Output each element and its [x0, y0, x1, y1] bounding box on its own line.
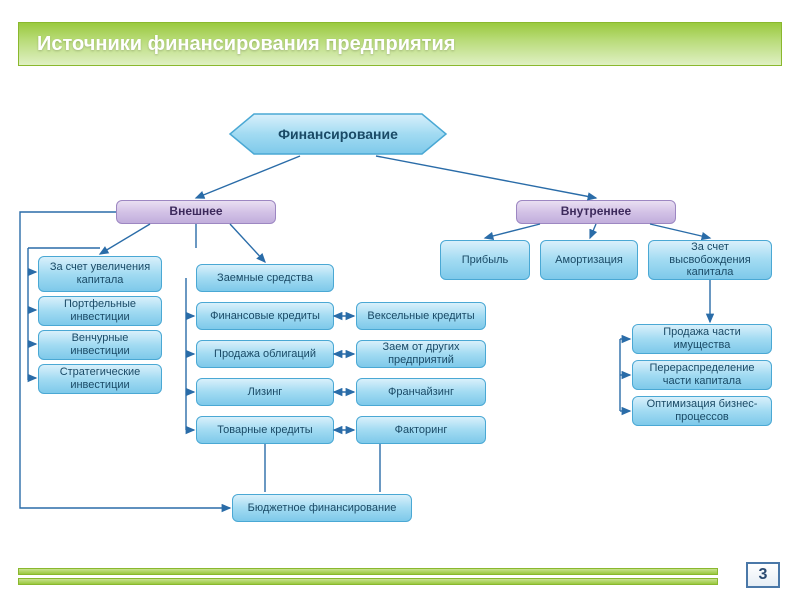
- debtr-0: Вексельные кредиты: [356, 302, 486, 330]
- branch-external: Внешнее: [116, 200, 276, 224]
- cap-1: Портфельные инвестиции: [38, 296, 162, 326]
- branch-external-label: Внешнее: [169, 205, 222, 219]
- footer-bars: [18, 568, 718, 586]
- page-title: Источники финансирования предприятия: [37, 33, 455, 56]
- cap-3: Стратегические инвестиции: [38, 364, 162, 394]
- int-top-1: Амортизация: [540, 240, 638, 280]
- int-sub-1: Перераспределение части капитала: [632, 360, 772, 390]
- debt-2: Продажа облигаций: [196, 340, 334, 368]
- int-top-2: За счет высвобождения капитала: [648, 240, 772, 280]
- debt-4: Товарные кредиты: [196, 416, 334, 444]
- page-number: 3: [746, 562, 780, 588]
- root-label: Финансирование: [278, 126, 398, 142]
- int-top-0: Прибыль: [440, 240, 530, 280]
- title-bar: Источники финансирования предприятия: [18, 22, 782, 66]
- branch-internal: Внутреннее: [516, 200, 676, 224]
- cap-2: Венчурные инвестиции: [38, 330, 162, 360]
- cap-0: За счет увеличения капитала: [38, 256, 162, 292]
- debtr-1: Заем от других предприятий: [356, 340, 486, 368]
- debt-0: Заемные средства: [196, 264, 334, 292]
- int-sub-2: Оптимизация бизнес-процессов: [632, 396, 772, 426]
- debt-1: Финансовые кредиты: [196, 302, 334, 330]
- branch-internal-label: Внутреннее: [561, 205, 631, 219]
- debtr-3: Факторинг: [356, 416, 486, 444]
- root-hexagon: Финансирование: [228, 112, 448, 156]
- int-sub-0: Продажа части имущества: [632, 324, 772, 354]
- budget-node: Бюджетное финансирование: [232, 494, 412, 522]
- debtr-2: Франчайзинг: [356, 378, 486, 406]
- debt-3: Лизинг: [196, 378, 334, 406]
